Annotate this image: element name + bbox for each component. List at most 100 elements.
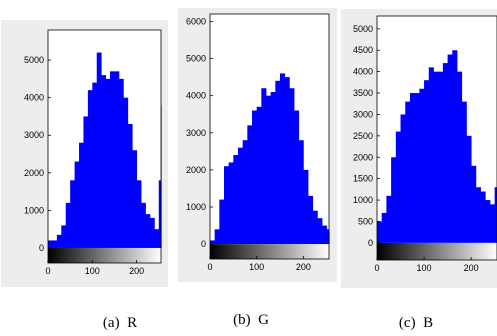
histogram-bar xyxy=(87,90,93,248)
histogram-bar xyxy=(123,97,129,248)
histogram-bar xyxy=(110,71,115,248)
histogram-bar xyxy=(96,52,102,248)
histogram-bar xyxy=(438,71,444,243)
y-tick-label: 1000 xyxy=(186,202,206,212)
y-tick-label: 500 xyxy=(358,216,373,226)
histogram-bar xyxy=(79,142,84,248)
histogram-bar xyxy=(395,131,401,243)
histogram-bar xyxy=(284,77,290,245)
histogram-bar xyxy=(256,106,262,245)
y-tick-label: 1000 xyxy=(353,195,373,205)
plot-border xyxy=(47,29,162,264)
x-tick-label: 100 xyxy=(417,263,432,273)
histogram-bar xyxy=(391,157,397,243)
histogram-bar xyxy=(377,221,383,243)
y-tick-label: 2000 xyxy=(353,152,373,162)
histogram-bar xyxy=(386,195,392,243)
histogram-bar xyxy=(303,169,309,245)
histogram-bar xyxy=(74,161,80,248)
histogram-bar xyxy=(433,71,439,243)
histogram-bar xyxy=(475,187,481,243)
histogram-bar xyxy=(228,162,234,245)
histogram-bar xyxy=(442,63,448,243)
histogram-bar xyxy=(452,50,458,243)
x-tick-label: 0 xyxy=(45,266,50,276)
histogram-bar xyxy=(381,212,387,243)
y-tick-label: 1500 xyxy=(353,174,373,184)
y-tick-label: 2000 xyxy=(24,168,44,178)
panel-caption: (b) G xyxy=(233,312,269,328)
y-tick-label: 3000 xyxy=(353,109,373,119)
histogram-bar xyxy=(405,101,411,243)
y-tick-label: 5000 xyxy=(24,55,44,65)
histogram-bar xyxy=(419,88,425,243)
y-tick-label: 4000 xyxy=(353,67,373,77)
y-tick-label: 4500 xyxy=(353,45,373,55)
histogram-bar xyxy=(210,240,216,245)
histogram-bar xyxy=(494,187,497,243)
histogram-bar xyxy=(56,234,62,248)
plot-border xyxy=(376,15,497,261)
histogram-bar xyxy=(471,165,477,243)
y-tick-label: 4000 xyxy=(24,93,44,103)
y-tick-label: 0 xyxy=(201,239,206,249)
y-tick-label: 1000 xyxy=(24,205,44,215)
histogram-bar xyxy=(83,116,89,248)
histogram-bar xyxy=(298,140,304,245)
histogram-bar xyxy=(105,78,111,248)
histogram-bar xyxy=(322,225,328,245)
y-tick-label: 2000 xyxy=(186,165,206,175)
histogram-bar xyxy=(242,140,248,245)
histogram-bar xyxy=(224,166,230,245)
y-tick-label: 3000 xyxy=(24,130,44,140)
y-tick-label: 5000 xyxy=(353,24,373,34)
histogram-bar xyxy=(428,67,434,243)
x-tick-label: 100 xyxy=(85,266,100,276)
y-tick-label: 2500 xyxy=(353,131,373,141)
histogram-bar xyxy=(145,214,151,248)
histogram-bar xyxy=(409,93,416,243)
histogram-bar xyxy=(70,180,75,248)
histogram-panel-2: 0500100015002000250030003500400045005000… xyxy=(341,9,497,331)
histogram-bar xyxy=(280,73,286,245)
histogram-bar xyxy=(127,123,133,248)
panel-caption: (a) R xyxy=(103,315,137,331)
histogram-bar xyxy=(312,210,318,245)
histogram-bar xyxy=(141,202,146,248)
histogram-bar xyxy=(294,110,300,245)
histogram-bar xyxy=(317,218,323,245)
histogram-bar xyxy=(266,95,272,245)
histogram-bar xyxy=(326,229,330,245)
histogram-panel-0: 0 1000 2000 3000 4000 5000 0 100 200 (a) R xyxy=(1,20,168,331)
x-tick-label: 200 xyxy=(296,262,311,272)
histogram-bar xyxy=(275,80,281,245)
histogram-bar xyxy=(48,240,53,248)
histogram-bar xyxy=(247,125,253,245)
y-tick-label: 6000 xyxy=(186,16,206,26)
histogram-bar xyxy=(424,80,430,243)
histogram-bar xyxy=(270,91,276,245)
histogram-bar xyxy=(233,155,239,245)
histogram-bar xyxy=(308,195,314,245)
histogram-bar xyxy=(136,180,142,248)
x-tick-label: 200 xyxy=(129,266,144,276)
x-tick-label: 200 xyxy=(464,263,479,273)
histogram-bar xyxy=(158,180,162,248)
histogram-bar xyxy=(461,101,467,243)
histogram-bar xyxy=(92,82,98,248)
plot-border xyxy=(209,13,330,260)
histogram-panel-1: 0 1000 2000 3000 4000 5000 6000 0 100 200 (b) G xyxy=(178,8,337,328)
histogram-bar xyxy=(414,93,420,243)
histogram-bar xyxy=(447,54,453,243)
histogram-bar xyxy=(65,202,71,248)
histogram-bar xyxy=(118,78,124,248)
histogram-bar xyxy=(400,114,406,243)
y-tick-label: 3500 xyxy=(353,88,373,98)
histogram-bar xyxy=(466,135,472,243)
histogram-bar xyxy=(132,150,138,248)
y-tick-label: 4000 xyxy=(186,91,206,101)
x-tick-label: 0 xyxy=(207,262,212,272)
grayscale-colorbar xyxy=(377,242,497,260)
grayscale-colorbar xyxy=(210,244,329,259)
